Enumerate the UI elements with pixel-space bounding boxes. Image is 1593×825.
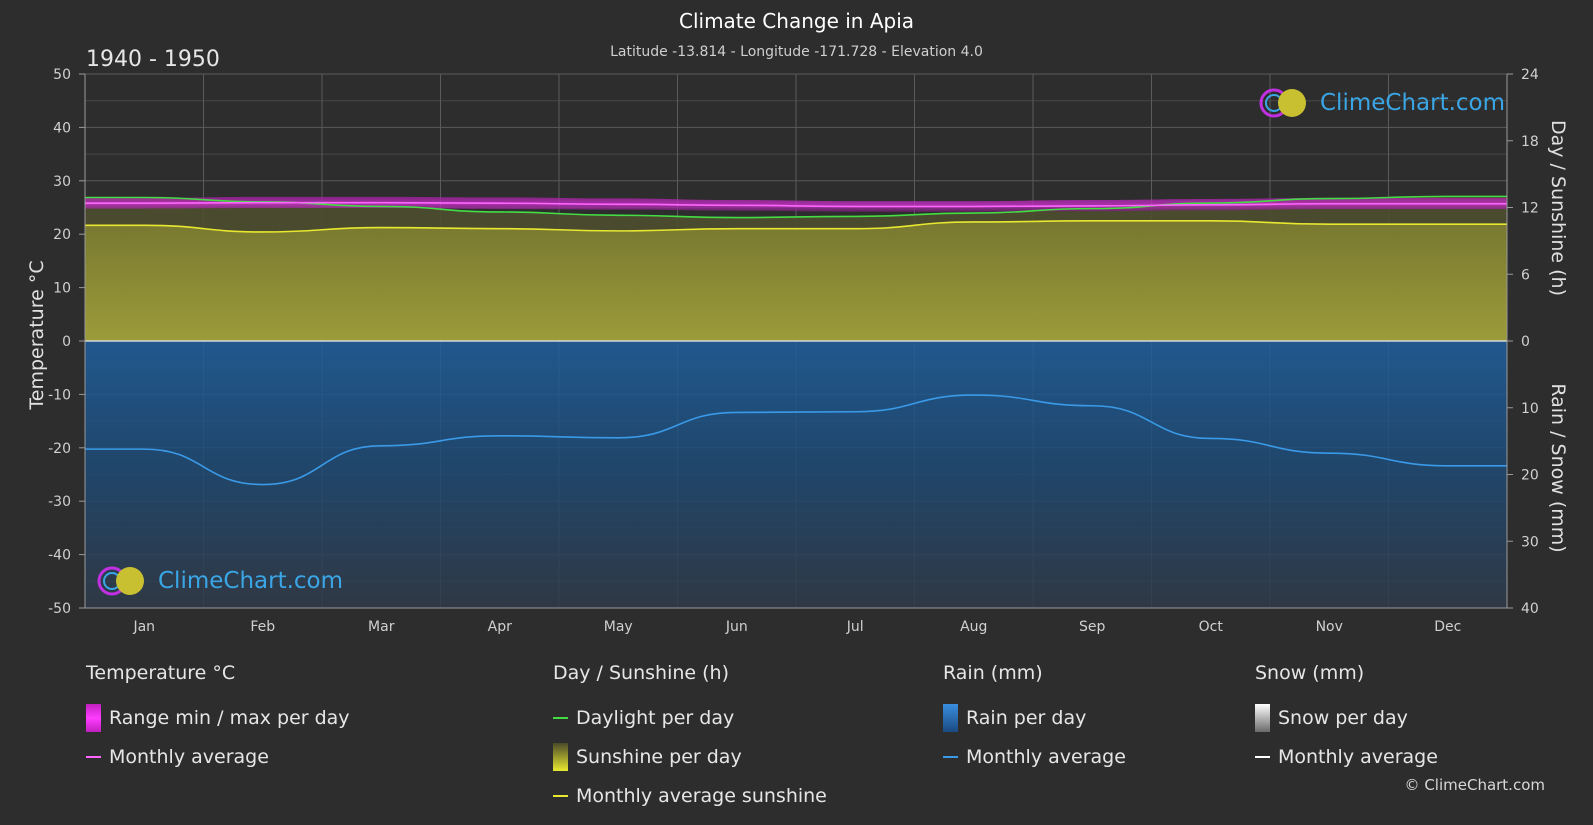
temp-avg-swatch xyxy=(86,755,101,758)
data-lines xyxy=(84,195,1507,486)
axes: 50 40 30 20 10 0 -10 -20 -30 -40 -50 24 18 12 6 0 10 20 30… xyxy=(48,67,1539,635)
legend-rain: Rain (mm) Rain per day Monthly average xyxy=(943,662,1126,776)
legend-snow-day: Snow per day xyxy=(1255,698,1438,737)
month-tick-label: Jan xyxy=(132,619,155,635)
right-tick-label-rain: 40 xyxy=(1521,601,1539,617)
month-tick-label: Feb xyxy=(250,619,275,635)
legend-sunshine-avg: Monthly average sunshine xyxy=(553,776,827,815)
chart-subtitle: Latitude -13.814 - Longitude -171.728 - … xyxy=(610,44,983,60)
period-label: 1940 - 1950 xyxy=(86,47,220,72)
legend-label: Monthly average sunshine xyxy=(576,784,827,807)
legend-label: Sunshine per day xyxy=(576,745,742,768)
sunshine-swatch xyxy=(553,742,568,771)
right-tick-label-rain: 30 xyxy=(1521,534,1539,550)
logo-text: ClimeChart.com xyxy=(158,568,344,594)
month-tick-label: Jun xyxy=(725,619,748,635)
legend-label: Daylight per day xyxy=(576,706,735,729)
right-tick-label-sunshine: 18 xyxy=(1521,134,1539,150)
logo-bottom: ClimeChart.com xyxy=(96,565,343,597)
left-tick-label: -40 xyxy=(48,548,71,564)
month-tick-label: Apr xyxy=(488,619,512,635)
logo-icon xyxy=(1259,88,1306,118)
month-tick-label: Nov xyxy=(1316,619,1343,635)
daylight-swatch xyxy=(553,716,568,719)
month-tick-label: Mar xyxy=(368,619,395,635)
left-tick-label: -20 xyxy=(48,441,71,457)
month-tick-label: Aug xyxy=(960,619,987,635)
legend-temperature: Temperature °C Range min / max per day M… xyxy=(86,662,350,776)
chart-title: Climate Change in Apia xyxy=(678,9,915,33)
left-tick-label: 0 xyxy=(62,334,71,350)
legend-sunshine-header: Day / Sunshine (h) xyxy=(553,662,730,684)
left-tick-label: 30 xyxy=(53,174,71,190)
legend-snow-avg: Monthly average xyxy=(1255,737,1438,776)
left-tick-label: 20 xyxy=(53,227,71,243)
logo-top: ClimeChart.com xyxy=(1258,87,1505,119)
left-tick-label: -30 xyxy=(48,494,71,510)
sunshine-avg-swatch xyxy=(553,794,568,797)
sunshine-avg-line xyxy=(85,220,1507,233)
month-tick-label: Oct xyxy=(1199,619,1224,635)
temperature-range-band xyxy=(85,196,1507,212)
right-tick-label-sunshine: 24 xyxy=(1521,67,1539,83)
snow-swatch xyxy=(1255,703,1270,732)
legend-rain-avg: Monthly average xyxy=(943,737,1126,776)
month-tick-label: May xyxy=(604,619,633,635)
legend-sunshine: Day / Sunshine (h) Daylight per day Suns… xyxy=(553,662,827,815)
legend-snow: Snow (mm) Snow per day Monthly average xyxy=(1255,662,1438,776)
legend-label: Rain per day xyxy=(966,706,1087,729)
right-tick-label-sunshine: 0 xyxy=(1521,334,1530,350)
snow-avg-swatch xyxy=(1255,755,1270,758)
rain-avg-swatch xyxy=(943,755,958,758)
month-tick-label: Jul xyxy=(846,619,864,635)
legend-label: Monthly average xyxy=(966,745,1126,768)
left-tick-label: -10 xyxy=(48,387,71,403)
right-tick-label-rain: 20 xyxy=(1521,468,1539,484)
legend-temp-avg: Monthly average xyxy=(86,737,350,776)
rain-area xyxy=(85,341,1507,608)
left-axis-label: Temperature °C xyxy=(26,260,48,410)
logo-text: ClimeChart.com xyxy=(1320,90,1506,116)
left-tick-label: 40 xyxy=(53,120,71,136)
month-tick-label: Dec xyxy=(1434,619,1461,635)
legend-temp-range: Range min / max per day xyxy=(86,698,350,737)
legend-label: Range min / max per day xyxy=(109,706,350,729)
temp-range-swatch xyxy=(86,703,101,732)
legend-label: Monthly average xyxy=(1278,745,1438,768)
legend-sunshine-day: Sunshine per day xyxy=(553,737,827,776)
legend-temperature-header: Temperature °C xyxy=(86,662,236,684)
left-tick-label: 50 xyxy=(53,67,71,83)
month-tick-label: Sep xyxy=(1079,619,1106,635)
legend-daylight: Daylight per day xyxy=(553,698,827,737)
sunshine-area xyxy=(85,220,1507,341)
data-areas xyxy=(85,196,1507,608)
right-tick-label-sunshine: 12 xyxy=(1521,201,1539,217)
temperature-avg-line xyxy=(84,201,1507,208)
rain-swatch xyxy=(943,703,958,732)
legend-label: Snow per day xyxy=(1278,706,1408,729)
left-tick-label: -50 xyxy=(48,601,71,617)
right-tick-label-sunshine: 6 xyxy=(1521,267,1530,283)
right-axis-label-sunshine: Day / Sunshine (h) xyxy=(1547,120,1569,296)
legend-snow-header: Snow (mm) xyxy=(1255,662,1365,684)
copyright: © ClimeChart.com xyxy=(1404,776,1545,794)
legend-rain-header: Rain (mm) xyxy=(943,662,1043,684)
logo-icon xyxy=(97,566,144,596)
left-tick-label: 10 xyxy=(53,281,71,297)
right-tick-label-rain: 10 xyxy=(1521,401,1539,417)
rain-avg-line xyxy=(84,394,1507,486)
legend-label: Monthly average xyxy=(109,745,269,768)
legend-rain-day: Rain per day xyxy=(943,698,1126,737)
right-axis-label-rain: Rain / Snow (mm) xyxy=(1547,383,1569,552)
